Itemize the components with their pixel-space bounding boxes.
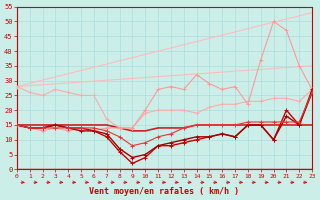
X-axis label: Vent moyen/en rafales ( km/h ): Vent moyen/en rafales ( km/h ) — [90, 187, 239, 196]
